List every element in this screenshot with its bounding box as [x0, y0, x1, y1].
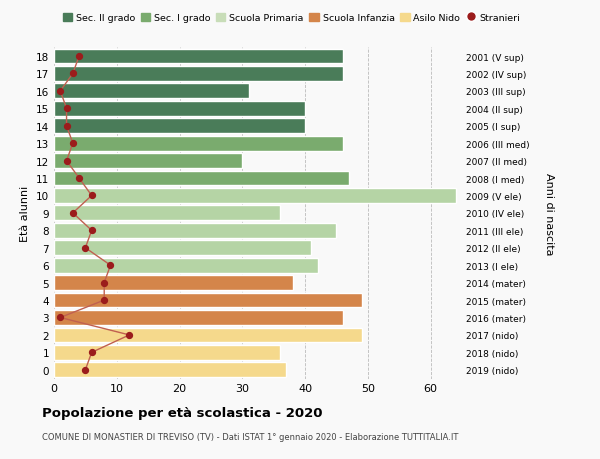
Point	[62, 157, 71, 165]
Bar	[54, 136, 343, 151]
Point	[100, 280, 109, 287]
Point	[106, 262, 115, 269]
Point	[62, 106, 71, 113]
Bar	[54, 119, 305, 134]
Bar	[54, 67, 343, 82]
Point	[100, 297, 109, 304]
Point	[55, 88, 65, 95]
Y-axis label: Età alunni: Età alunni	[20, 185, 31, 241]
Point	[87, 227, 97, 235]
Legend: Sec. II grado, Sec. I grado, Scuola Primaria, Scuola Infanzia, Asilo Nido, Stran: Sec. II grado, Sec. I grado, Scuola Prim…	[59, 10, 524, 27]
Point	[80, 366, 90, 374]
Point	[74, 53, 84, 61]
Point	[87, 349, 97, 356]
Bar	[54, 84, 248, 99]
Point	[125, 331, 134, 339]
Bar	[54, 345, 280, 360]
Bar	[54, 310, 343, 325]
Bar	[54, 258, 317, 273]
Bar	[54, 102, 305, 117]
Point	[68, 210, 77, 217]
Point	[55, 314, 65, 321]
Bar	[54, 171, 349, 186]
Bar	[54, 154, 242, 168]
Point	[87, 192, 97, 200]
Point	[68, 71, 77, 78]
Bar	[54, 241, 311, 256]
Text: COMUNE DI MONASTIER DI TREVISO (TV) - Dati ISTAT 1° gennaio 2020 - Elaborazione : COMUNE DI MONASTIER DI TREVISO (TV) - Da…	[42, 432, 458, 442]
Bar	[54, 275, 293, 291]
Bar	[54, 293, 362, 308]
Point	[62, 123, 71, 130]
Y-axis label: Anni di nascita: Anni di nascita	[544, 172, 554, 255]
Bar	[54, 224, 337, 238]
Bar	[54, 50, 343, 64]
Point	[68, 140, 77, 147]
Bar	[54, 189, 456, 203]
Bar	[54, 328, 362, 342]
Bar	[54, 206, 280, 221]
Point	[80, 245, 90, 252]
Text: Popolazione per età scolastica - 2020: Popolazione per età scolastica - 2020	[42, 406, 323, 419]
Point	[74, 175, 84, 182]
Bar	[54, 363, 286, 377]
